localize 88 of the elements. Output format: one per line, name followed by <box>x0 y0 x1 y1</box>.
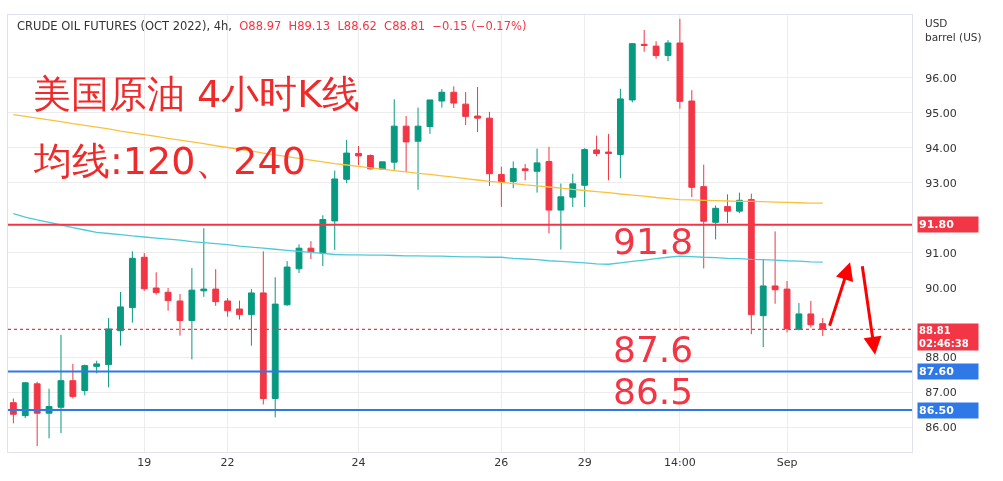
y-tick-label: 91.00 <box>925 246 957 260</box>
candlestick <box>676 18 684 110</box>
y-tick-label: 87.00 <box>925 386 957 400</box>
x-tick-label: 22 <box>220 456 235 470</box>
candlestick <box>616 88 624 179</box>
candlestick <box>355 145 362 166</box>
x-tick-label: 26 <box>494 456 509 470</box>
x-tick-label: 19 <box>137 456 152 470</box>
candlestick <box>474 86 481 133</box>
candlestick <box>533 148 541 194</box>
candlestick <box>557 183 565 251</box>
candlestick <box>664 39 672 62</box>
candlestick <box>140 252 148 292</box>
x-tick-label: 29 <box>577 456 592 470</box>
candlestick <box>581 147 589 208</box>
candlestick <box>224 297 232 318</box>
candlestick <box>795 302 803 331</box>
candlestick <box>712 205 720 240</box>
candlestick <box>247 288 255 347</box>
ref-line-label: 88.81 02:46:38 <box>919 325 969 349</box>
candlestick <box>438 88 446 109</box>
candlestick <box>81 364 89 396</box>
candlestick <box>593 135 600 157</box>
chart-subtitle: O88.97 H89.13 L88.62 C88.81 −0.15 (−0.17%) <box>239 19 527 33</box>
candlestick <box>200 227 208 298</box>
candlestick <box>378 161 386 170</box>
y-tick-label: 94.00 <box>925 141 957 155</box>
candlestick <box>497 166 505 208</box>
candlestick <box>688 89 696 198</box>
candlestick <box>486 111 493 187</box>
candlestick <box>521 163 529 181</box>
annotation: 91.8 <box>613 221 694 262</box>
x-tick-label: 24 <box>351 456 366 470</box>
y-tick-label: 88.00 <box>925 351 957 365</box>
candlestick <box>212 268 220 307</box>
candlestick <box>402 115 410 173</box>
y-tick-label: 90.00 <box>925 281 957 295</box>
candlestick <box>331 170 339 251</box>
candlestick <box>319 214 327 267</box>
candlestick <box>21 381 29 419</box>
annotation: 86.5 <box>613 371 694 412</box>
candlestick <box>283 260 291 307</box>
candlestick <box>569 173 577 208</box>
candlestick <box>105 317 112 388</box>
annotation: 87.6 <box>613 329 694 370</box>
candlestick <box>640 29 648 53</box>
candlestick <box>652 40 660 60</box>
candlestick <box>307 240 315 260</box>
candlestick <box>152 271 160 296</box>
candlestick <box>33 381 41 447</box>
candlestick <box>69 363 77 400</box>
candlestick <box>343 139 351 184</box>
candlestick <box>605 133 612 181</box>
ref-line-label: 87.60 <box>919 365 955 378</box>
candlestick <box>188 267 196 360</box>
candlestick <box>117 291 124 347</box>
candlestick <box>414 107 422 191</box>
x-tick-label: 14:00 <box>664 456 696 470</box>
y-tick-label: 95.00 <box>925 106 957 120</box>
ref-line-label: 86.50 <box>919 404 955 417</box>
candlestick <box>426 99 434 135</box>
candlestick <box>509 160 517 189</box>
y-tick-label: 96.00 <box>925 71 957 85</box>
annotation: 美国原油 4小时K线 <box>33 72 361 116</box>
candlestick <box>57 334 65 434</box>
candlestick <box>771 230 779 305</box>
y-tick-label: 93.00 <box>925 176 957 190</box>
candlestick <box>236 300 243 320</box>
chart-title: CRUDE OIL FUTURES (OCT 2022), 4h, <box>17 19 232 33</box>
candlestick <box>807 300 815 329</box>
line-series <box>12 113 824 204</box>
y-tick-label: 86.00 <box>925 421 957 435</box>
line-series <box>12 212 824 265</box>
ref-line-label: 91.80 <box>919 218 955 231</box>
candlestick <box>128 250 136 324</box>
candlestick <box>759 258 767 348</box>
candlestick <box>462 91 470 126</box>
candlestick <box>628 42 636 103</box>
candlestick <box>736 192 743 214</box>
candlestick <box>93 360 101 374</box>
candlestick <box>295 243 303 274</box>
candlestick <box>367 153 374 171</box>
y-axis-title: USD barrel (US) <box>925 17 982 43</box>
candlestick <box>164 287 172 312</box>
candlestick <box>390 98 398 171</box>
x-tick-label: Sep <box>776 456 798 470</box>
candlestick <box>271 276 279 418</box>
candlestick <box>450 85 458 109</box>
